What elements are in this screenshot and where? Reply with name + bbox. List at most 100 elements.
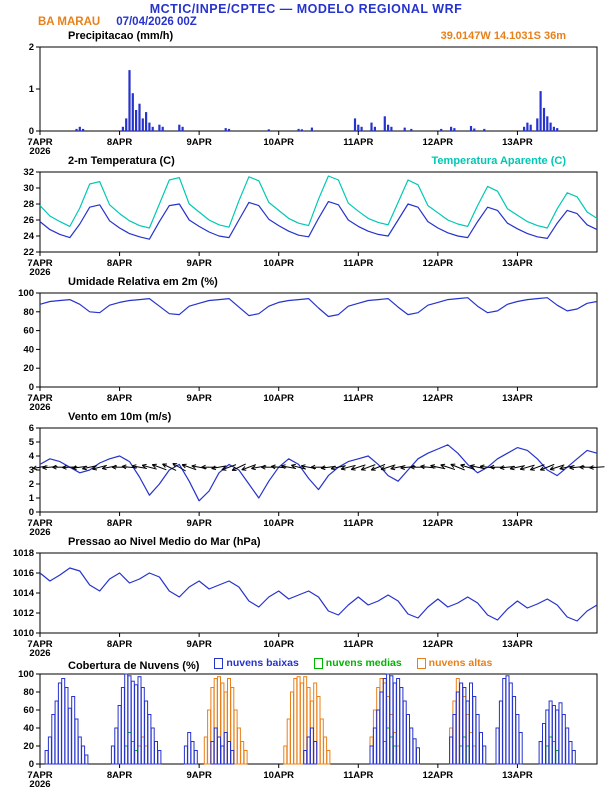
precipitation-title: Precipitacao (mm/h) [68, 30, 174, 42]
svg-text:40: 40 [23, 723, 34, 734]
panel-wind: Vento em 10m (m/s) 0 1 2 3 4 5 6 7APR 2026 8APR 9A… [0, 411, 612, 536]
svg-text:10APR: 10APR [263, 639, 294, 650]
svg-text:24: 24 [23, 231, 34, 242]
legend-label: nuvens baixas [226, 657, 299, 669]
svg-text:9APR: 9APR [186, 393, 211, 404]
svg-text:9APR: 9APR [186, 137, 211, 148]
panel-humidity: Umidade Relativa em 2m (%) 0 20 40 60 80 100 7… [0, 276, 612, 411]
panel-precipitation: Precipitacao (mm/h) 39.0147W 14.1031S 36… [0, 30, 612, 155]
svg-text:7APR: 7APR [27, 770, 52, 781]
svg-text:13APR: 13APR [502, 393, 533, 404]
svg-text:11APR: 11APR [343, 258, 373, 269]
model-title: MCTIC/INPE/CPTEC — MODELO REGIONAL WRF [149, 2, 463, 16]
svg-text:6: 6 [29, 424, 34, 434]
svg-text:12APR: 12APR [423, 258, 454, 269]
pressure-head: Pressao ao Nivel Medio do Mar (hPa) [0, 536, 612, 549]
svg-text:8APR: 8APR [107, 639, 132, 650]
pressure-title: Pressao ao Nivel Medio do Mar (hPa) [68, 536, 261, 548]
svg-text:12APR: 12APR [423, 518, 454, 529]
svg-text:13APR: 13APR [502, 639, 533, 650]
svg-text:4: 4 [29, 451, 35, 462]
humidity-title: Umidade Relativa em 2m (%) [68, 276, 218, 288]
panel-pressure: Pressao ao Nivel Medio do Mar (hPa) 1010… [0, 536, 612, 657]
svg-text:32: 32 [23, 168, 34, 178]
legend-swatch [416, 658, 426, 669]
svg-text:10APR: 10APR [263, 518, 294, 529]
svg-text:26: 26 [23, 215, 34, 226]
clouds-head: Cobertura de Nuvens (%) nuvens baixas nu… [0, 657, 612, 672]
svg-text:10APR: 10APR [263, 137, 294, 148]
legend-high-clouds: nuvens altas [416, 657, 492, 670]
svg-text:2026: 2026 [29, 779, 50, 788]
svg-text:2026: 2026 [29, 267, 50, 276]
svg-text:1016: 1016 [13, 568, 34, 579]
svg-text:60: 60 [23, 326, 34, 337]
header-subtitle-row: BA MARAU 07/04/2026 00Z [0, 16, 612, 29]
svg-text:12APR: 12APR [423, 393, 454, 404]
svg-text:0: 0 [29, 759, 34, 770]
station-name: BA MARAU [38, 16, 101, 28]
svg-text:2026: 2026 [29, 648, 50, 657]
svg-text:12APR: 12APR [423, 770, 454, 781]
svg-text:7APR: 7APR [27, 518, 52, 529]
svg-text:9APR: 9APR [186, 770, 211, 781]
svg-text:8APR: 8APR [107, 258, 132, 269]
svg-text:11APR: 11APR [343, 393, 373, 404]
svg-text:0: 0 [29, 126, 34, 137]
svg-text:22: 22 [23, 247, 34, 258]
svg-text:80: 80 [23, 307, 34, 318]
svg-text:7APR: 7APR [27, 639, 52, 650]
run-datetime: 07/04/2026 00Z [116, 16, 197, 28]
svg-text:20: 20 [23, 741, 34, 752]
svg-text:1018: 1018 [13, 549, 34, 559]
svg-text:2: 2 [29, 479, 34, 490]
svg-text:9APR: 9APR [186, 639, 211, 650]
svg-text:2026: 2026 [29, 146, 50, 155]
svg-text:100: 100 [18, 289, 34, 299]
station-coordinates: 39.0147W 14.1031S 36m [440, 30, 566, 42]
svg-text:9APR: 9APR [186, 258, 211, 269]
svg-text:7APR: 7APR [27, 258, 52, 269]
svg-text:8APR: 8APR [107, 770, 132, 781]
svg-text:5: 5 [29, 437, 35, 448]
legend-low-clouds: nuvens baixas [214, 657, 299, 670]
svg-text:8APR: 8APR [107, 137, 132, 148]
svg-text:60: 60 [23, 705, 34, 716]
svg-text:2026: 2026 [29, 527, 50, 536]
apparent-temperature-title: Temperatura Aparente (C) [431, 155, 566, 167]
svg-text:1010: 1010 [13, 628, 34, 639]
svg-text:1: 1 [29, 84, 35, 95]
precipitation-head: Precipitacao (mm/h) 39.0147W 14.1031S 36… [0, 30, 612, 43]
svg-text:10APR: 10APR [263, 258, 294, 269]
svg-text:13APR: 13APR [502, 258, 533, 269]
svg-text:1012: 1012 [13, 608, 34, 619]
legend-mid-clouds: nuvens medias [313, 657, 402, 670]
svg-text:20: 20 [23, 363, 34, 374]
legend-swatch [313, 658, 323, 669]
svg-text:80: 80 [23, 687, 34, 698]
svg-text:0: 0 [29, 382, 34, 393]
panel-clouds: Cobertura de Nuvens (%) nuvens baixas nu… [0, 657, 612, 788]
svg-text:10APR: 10APR [263, 393, 294, 404]
clouds-title: Cobertura de Nuvens (%) [68, 660, 200, 672]
panel-temperature: 2-m Temperatura (C) Temperatura Aparente… [0, 155, 612, 276]
header: MCTIC/INPE/CPTEC — MODELO REGIONAL WRF B… [0, 0, 612, 30]
legend-swatch [214, 658, 224, 669]
svg-text:2026: 2026 [29, 402, 50, 411]
svg-text:7APR: 7APR [27, 393, 52, 404]
legend-label: nuvens medias [325, 657, 402, 669]
svg-text:0: 0 [29, 507, 34, 518]
svg-text:8APR: 8APR [107, 393, 132, 404]
svg-text:9APR: 9APR [186, 518, 211, 529]
svg-text:100: 100 [18, 670, 34, 680]
humidity-head: Umidade Relativa em 2m (%) [0, 276, 612, 289]
svg-text:8APR: 8APR [107, 518, 132, 529]
svg-text:12APR: 12APR [423, 137, 454, 148]
temperature-head: 2-m Temperatura (C) Temperatura Aparente… [0, 155, 612, 168]
